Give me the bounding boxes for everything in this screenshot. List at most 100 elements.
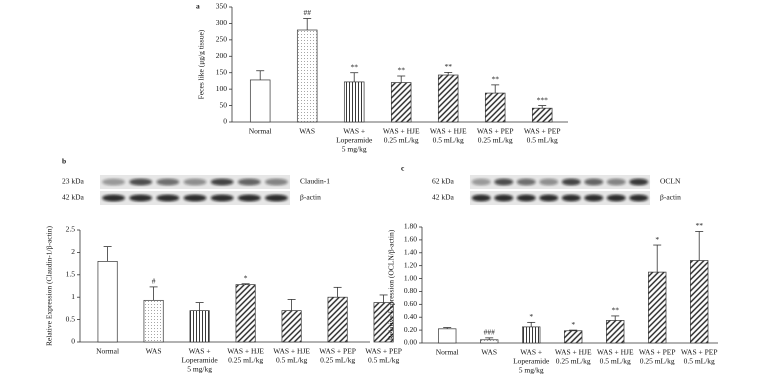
error-bar [350, 72, 359, 82]
value-label: * [529, 312, 533, 321]
y-tick-label: 1.80 [404, 222, 417, 231]
y-tick-label: 0.40 [404, 312, 417, 321]
y-tick-label: 0 [71, 337, 75, 346]
value-label: ### [484, 328, 496, 337]
x-tick-label: 0.25 mL/kg [478, 136, 513, 145]
blot-strip [470, 191, 650, 205]
x-tick-label: Normal [249, 127, 272, 136]
x-tick-label: Loperamide [513, 357, 550, 366]
error-bar [538, 105, 547, 109]
x-tick-label: WAS + PEP [681, 348, 718, 357]
error-bar [103, 246, 112, 262]
x-tick-label: WAS + [520, 348, 542, 357]
x-tick-label: 0.5 mL/kg [368, 356, 399, 365]
blot-band [265, 194, 288, 202]
error-bar [303, 18, 312, 30]
blot-band [584, 178, 604, 186]
error-bar [256, 70, 265, 80]
error-bar [397, 75, 406, 83]
bar [189, 310, 210, 343]
blot-size: 42 kDa [432, 193, 455, 202]
bar [327, 296, 348, 343]
x-tick-label: WAS + HJE [383, 127, 420, 136]
value-label: # [152, 277, 156, 286]
y-tick-label: 1 [71, 292, 75, 301]
blot-protein: β-actin [300, 193, 321, 202]
blot-band [629, 178, 649, 186]
y-tick-label: 150 [216, 67, 228, 76]
bar [249, 79, 271, 123]
error-bar [695, 231, 704, 261]
y-tick-label: 300 [216, 18, 228, 27]
blot-band [494, 178, 514, 186]
x-tick-label: Normal [96, 347, 119, 356]
y-tick-label: 0.60 [404, 299, 417, 308]
x-tick-label: 5 mg/kg [187, 365, 212, 374]
x-tick-label: 0.5 mL/kg [684, 357, 715, 366]
x-tick-label: WAS + PEP [319, 347, 356, 356]
blot-band [156, 194, 180, 202]
blot-band [210, 178, 234, 186]
error-bar [287, 299, 296, 311]
y-tick-label: 1.5 [66, 270, 76, 279]
value-label: ** [611, 306, 619, 315]
blot-band [561, 178, 581, 186]
y-tick-label: 350 [216, 2, 228, 11]
x-tick-label: WAS + HJE [273, 347, 310, 356]
blot-band [183, 178, 207, 186]
x-tick-label: WAS + [189, 347, 211, 356]
error-bar [195, 302, 204, 311]
bar [522, 326, 541, 344]
error-bar [444, 71, 453, 76]
value-label: ** [695, 221, 703, 230]
bar [296, 29, 318, 123]
x-tick-label: WAS + HJE [227, 347, 264, 356]
blot-protein: β-actin [660, 193, 681, 202]
x-tick-label: WAS + HJE [597, 348, 634, 357]
blot-band [516, 178, 536, 186]
bar [531, 107, 553, 123]
y-axis-label: Relative Expression (Claudin-1/β-actin) [45, 225, 54, 346]
value-label: * [244, 273, 248, 282]
blot-band [494, 194, 514, 202]
blot-band [265, 178, 288, 186]
x-tick-label: WAS + HJE [555, 348, 592, 357]
blot-band [584, 194, 604, 202]
value-label: * [571, 320, 575, 329]
bar [437, 74, 459, 123]
x-tick-label: 0.25 mL/kg [556, 357, 591, 366]
y-tick-label: 100 [216, 84, 228, 93]
blot-band [102, 194, 125, 202]
blot-band [539, 178, 559, 186]
value-label: *** [537, 95, 549, 104]
y-tick-label: 0.20 [404, 325, 417, 334]
blot-band [629, 194, 649, 202]
x-tick-label: WAS + PEP [524, 127, 561, 136]
blot-band [183, 194, 207, 202]
value-label: ** [350, 62, 358, 71]
bar [390, 82, 412, 123]
blot-band [129, 194, 153, 202]
bar [97, 261, 118, 343]
x-tick-label: Loperamide [336, 136, 373, 145]
bar [438, 328, 457, 344]
x-tick-label: 0.5 mL/kg [600, 357, 631, 366]
blot-band [156, 178, 180, 186]
bar [564, 330, 583, 344]
blot-band [539, 194, 559, 202]
blot-protein: OCLN [660, 177, 681, 186]
bar [235, 284, 256, 343]
x-tick-label: 5 mg/kg [342, 145, 367, 154]
error-bar [149, 286, 158, 301]
x-tick-label: 0.25 mL/kg [384, 136, 419, 145]
value-label: ** [397, 66, 405, 75]
value-label: ## [303, 8, 311, 17]
x-tick-label: 0.5 mL/kg [276, 356, 307, 365]
x-tick-label: 0.5 mL/kg [433, 136, 464, 145]
blot-protein: Claudin-1 [300, 177, 330, 186]
y-axis-label: Feces like (μg/g tissue) [197, 29, 206, 99]
error-bar [485, 337, 494, 340]
blot-band [129, 178, 153, 186]
